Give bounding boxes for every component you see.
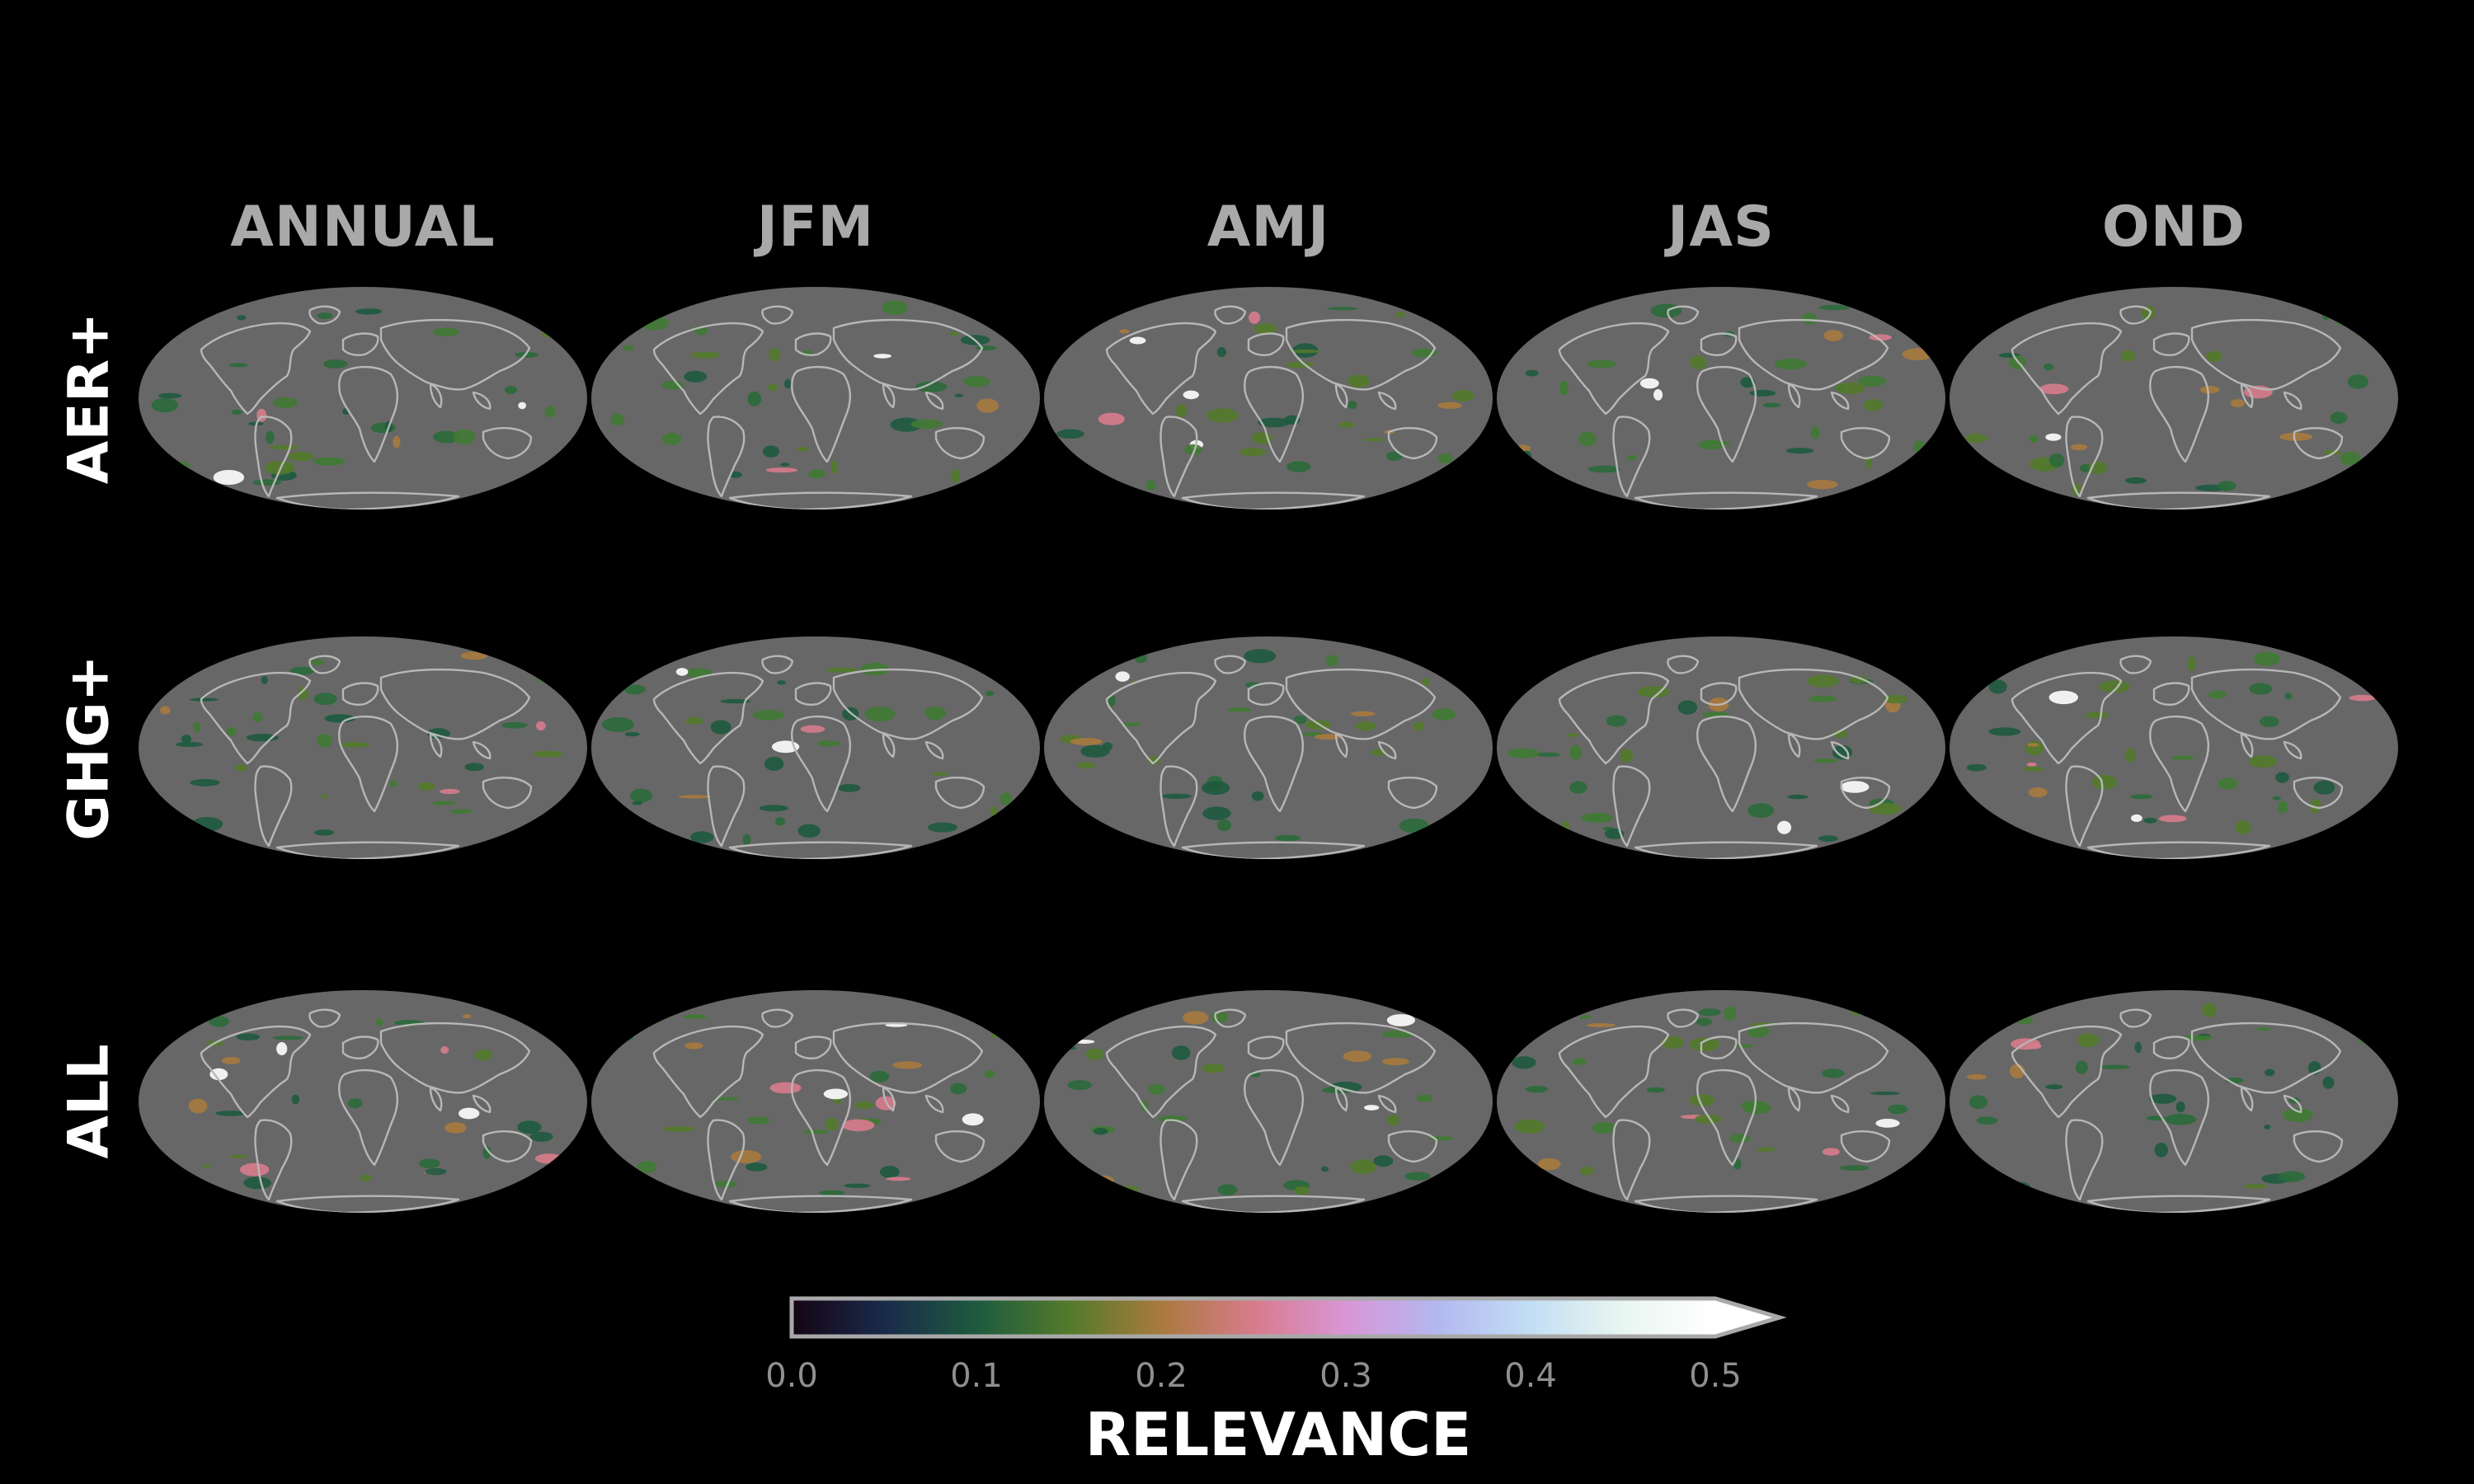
map-globe [139,287,587,510]
coastlines [1558,655,1891,859]
map-globe [591,636,1040,859]
relevance-patches [610,300,999,490]
map-globe [1044,287,1493,510]
colorbar-gradient [792,1298,1715,1336]
column-label-3: JAS [1667,195,1775,260]
colorbar-extend-arrow [1715,1298,1780,1336]
colorbar [789,1296,1787,1339]
coastlines [2011,655,2344,859]
map-0-3 [1497,287,1945,510]
map-globe [1950,287,2398,510]
row-label-text: AER+ [56,312,122,485]
map-2-4 [1950,990,2398,1213]
relevance-patches [1507,674,1924,842]
coastlines [2011,305,2344,510]
relevance-patches [160,651,564,837]
map-globe [591,287,1040,510]
coastlines [200,655,533,859]
map-1-0 [139,636,587,859]
relevance-patches [1512,1007,1919,1176]
map-2-3 [1497,990,1945,1213]
colorbar-tick-label: 0.0 [765,1357,818,1395]
map-globe [1497,636,1945,859]
map-2-2 [1044,990,1493,1213]
column-label-2: AMJ [1206,195,1330,260]
colorbar-tick-label: 0.1 [950,1357,1003,1395]
coastlines [1558,305,1891,510]
map-globe [1497,287,1945,510]
column-label-0: ANNUAL [230,195,496,260]
map-0-0 [139,287,587,510]
column-label-1: JFM [756,195,875,260]
coastlines [652,1008,985,1213]
map-globe [139,636,587,859]
coastlines [200,1008,533,1213]
coastlines [1105,305,1438,510]
coastlines [652,655,985,859]
colorbar-tick-label: 0.4 [1504,1357,1557,1395]
row-label-text: ALL [56,1044,122,1159]
map-0-4 [1950,287,2398,510]
colorbar-tick-label: 0.5 [1689,1357,1742,1395]
column-label-4: OND [2101,195,2246,260]
row-label-text: GHG+ [56,655,122,841]
map-0-2 [1044,287,1493,510]
colorbar-tick-label: 0.3 [1319,1357,1372,1395]
relevance-patches [1056,307,1475,491]
map-globe [1950,636,2398,859]
coastlines [1558,1008,1891,1213]
map-1-1 [591,636,1040,859]
map-1-2 [1044,636,1493,859]
colorbar-tick-label: 0.2 [1135,1357,1188,1395]
map-0-1 [591,287,1040,510]
coastlines [1105,655,1438,859]
coastlines [200,305,533,510]
map-2-1 [591,990,1040,1213]
map-1-4 [1950,636,2398,859]
map-globe [1497,990,1945,1213]
map-globe [139,990,587,1213]
map-1-3 [1497,636,1945,859]
relevance-patches [1060,649,1456,842]
coastlines [652,305,985,510]
relevance-patches [1966,651,2376,834]
map-globe [591,990,1040,1213]
colorbar-title: RELEVANCE [1084,1400,1472,1469]
map-globe [1044,636,1493,859]
coastlines [2011,1008,2344,1213]
colorbar-outline [789,1296,1787,1339]
coastlines [1105,1008,1438,1213]
map-2-0 [139,990,587,1213]
relevance-patches [160,1010,563,1190]
relevance-patches [601,662,1015,846]
